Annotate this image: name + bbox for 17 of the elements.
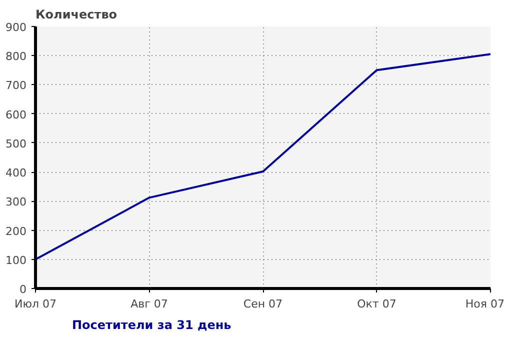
y-tick-label: 300 xyxy=(6,196,27,209)
x-tick-label: Июл 07 xyxy=(14,298,57,310)
y-tick-label: 0 xyxy=(20,283,26,296)
y-tick-label: 200 xyxy=(6,224,27,238)
x-tick-label: Ноя 07 xyxy=(465,298,505,310)
x-tick-label: Окт 07 xyxy=(357,298,396,310)
y-axis-title: Количество xyxy=(36,8,118,22)
text: Посетители за 31 день xyxy=(72,318,232,332)
y-tick-label: 800 xyxy=(6,50,27,64)
x-tick-label: Сен 07 xyxy=(243,298,283,310)
y-tick-label: 400 xyxy=(6,166,27,180)
x-tick-label: Авг 07 xyxy=(130,298,168,310)
y-tick-label: 900 xyxy=(6,21,27,34)
y-tick-label: 600 xyxy=(6,108,27,122)
y-tick-label: 500 xyxy=(6,137,27,150)
y-tick-label: 100 xyxy=(6,254,27,267)
y-tick-label: 700 xyxy=(6,79,27,92)
